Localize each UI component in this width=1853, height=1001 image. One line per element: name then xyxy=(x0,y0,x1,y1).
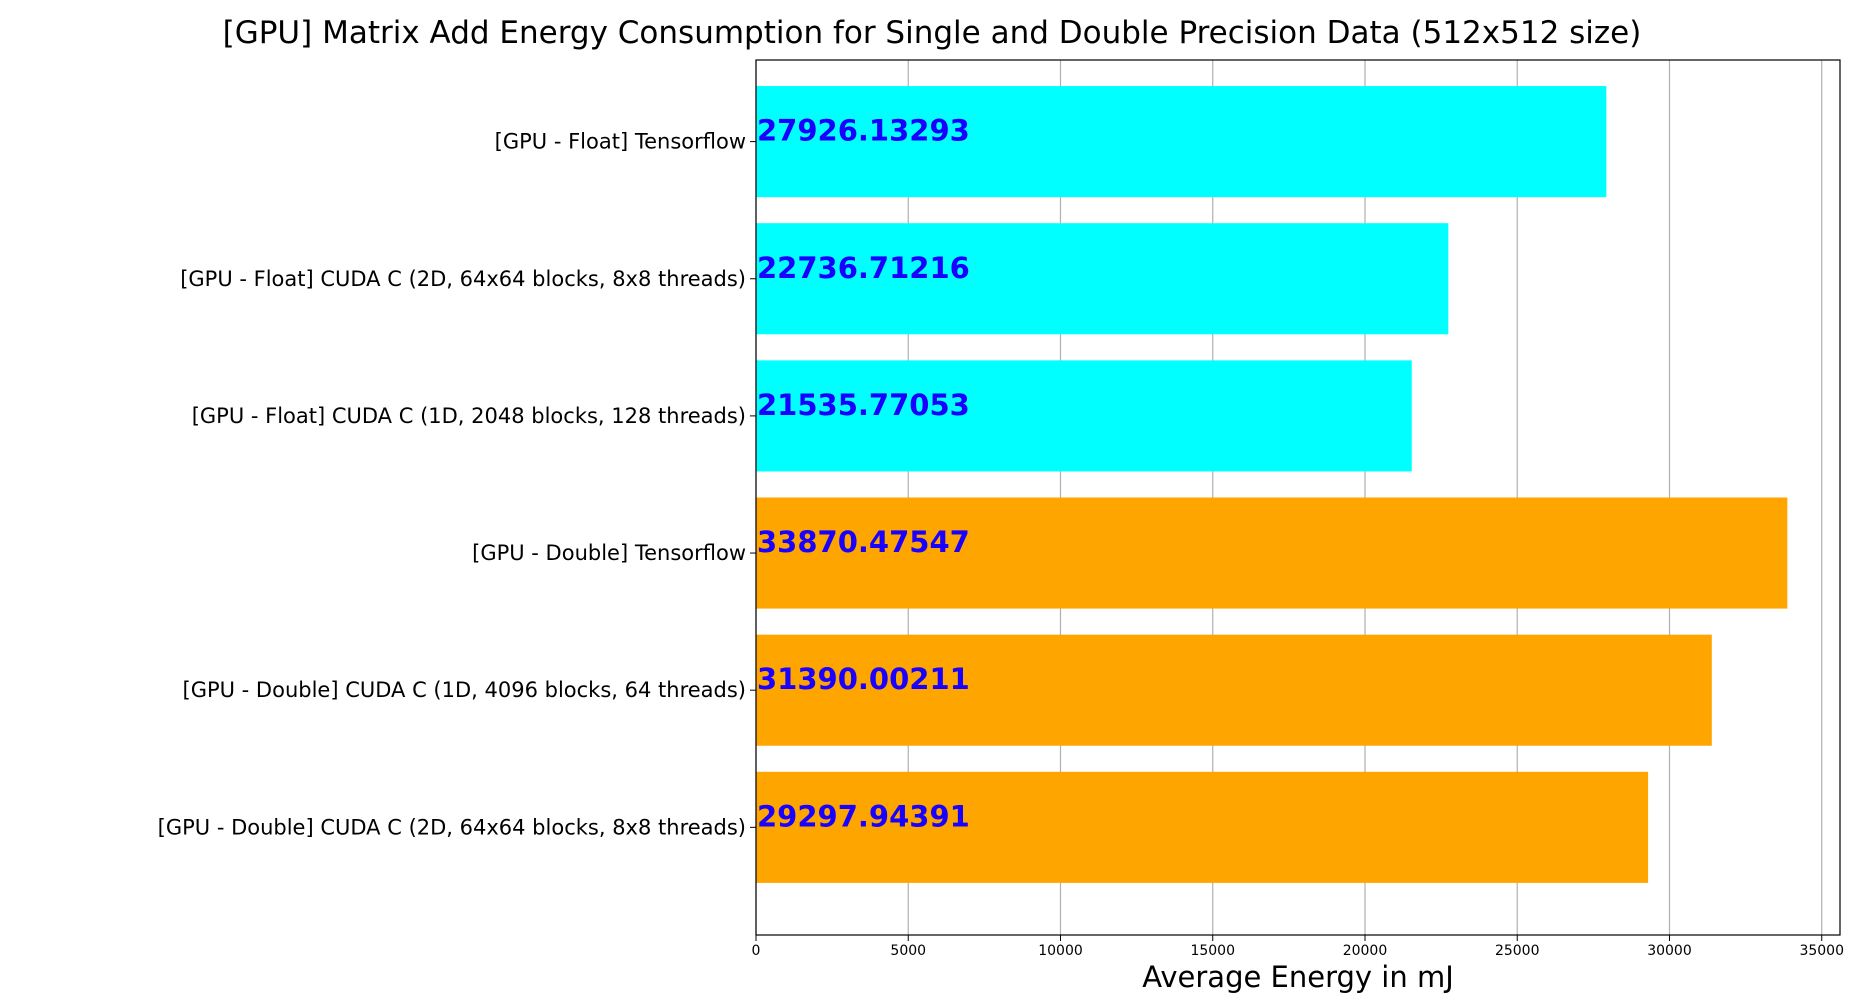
bar-value-label-2: 21535.77053 xyxy=(757,388,970,422)
x-tick-label-6: 30000 xyxy=(1647,943,1692,959)
x-axis-title: Average Energy in mJ xyxy=(1142,960,1454,994)
x-tick-label-7: 35000 xyxy=(1799,943,1844,959)
x-axis-ticks: 0 5000 10000 15000 20000 25000 30000 35000 xyxy=(752,935,1844,959)
bar-value-label-3: 33870.47547 xyxy=(757,525,970,559)
bar-2 xyxy=(756,360,1412,472)
plot-frame xyxy=(755,59,1841,936)
x-tick-label-0: 0 xyxy=(752,943,761,959)
bars xyxy=(756,86,1788,883)
x-tick-label-3: 15000 xyxy=(1190,943,1235,959)
bar-3 xyxy=(756,497,1788,609)
bar-0 xyxy=(756,86,1607,198)
bar-value-label-1: 22736.71216 xyxy=(757,251,970,285)
y-category-label-1: [GPU - Float] CUDA C (2D, 64x64 blocks, … xyxy=(180,267,746,291)
x-tick-label-1: 5000 xyxy=(890,943,926,959)
y-category-label-3: [GPU - Double] Tensorflow xyxy=(472,541,746,565)
bar-5 xyxy=(756,771,1649,883)
y-category-label-4: [GPU - Double] CUDA C (1D, 4096 blocks, … xyxy=(183,678,747,702)
y-category-label-5: [GPU - Double] CUDA C (2D, 64x64 blocks,… xyxy=(158,815,746,839)
bar-value-label-0: 27926.13293 xyxy=(757,114,970,148)
bar-value-label-4: 31390.00211 xyxy=(757,662,970,696)
y-category-label-2: [GPU - Float] CUDA C (1D, 2048 blocks, 1… xyxy=(192,404,746,428)
y-category-label-0: [GPU - Float] Tensorflow xyxy=(495,130,746,154)
bar-value-label-5: 29297.94391 xyxy=(757,799,970,833)
x-tick-label-2: 10000 xyxy=(1038,943,1083,959)
chart-title: [GPU] Matrix Add Energy Consumption for … xyxy=(223,15,1642,51)
bar-4 xyxy=(756,634,1712,746)
x-tick-label-4: 20000 xyxy=(1343,943,1388,959)
bar-value-labels: 27926.13293 22736.71216 21535.77053 33870.4… xyxy=(757,114,970,834)
y-axis-category-labels: [GPU - Float] Tensorflow [GPU - Float] CU… xyxy=(158,130,756,839)
bar-1 xyxy=(756,223,1449,335)
x-tick-label-5: 25000 xyxy=(1495,943,1540,959)
